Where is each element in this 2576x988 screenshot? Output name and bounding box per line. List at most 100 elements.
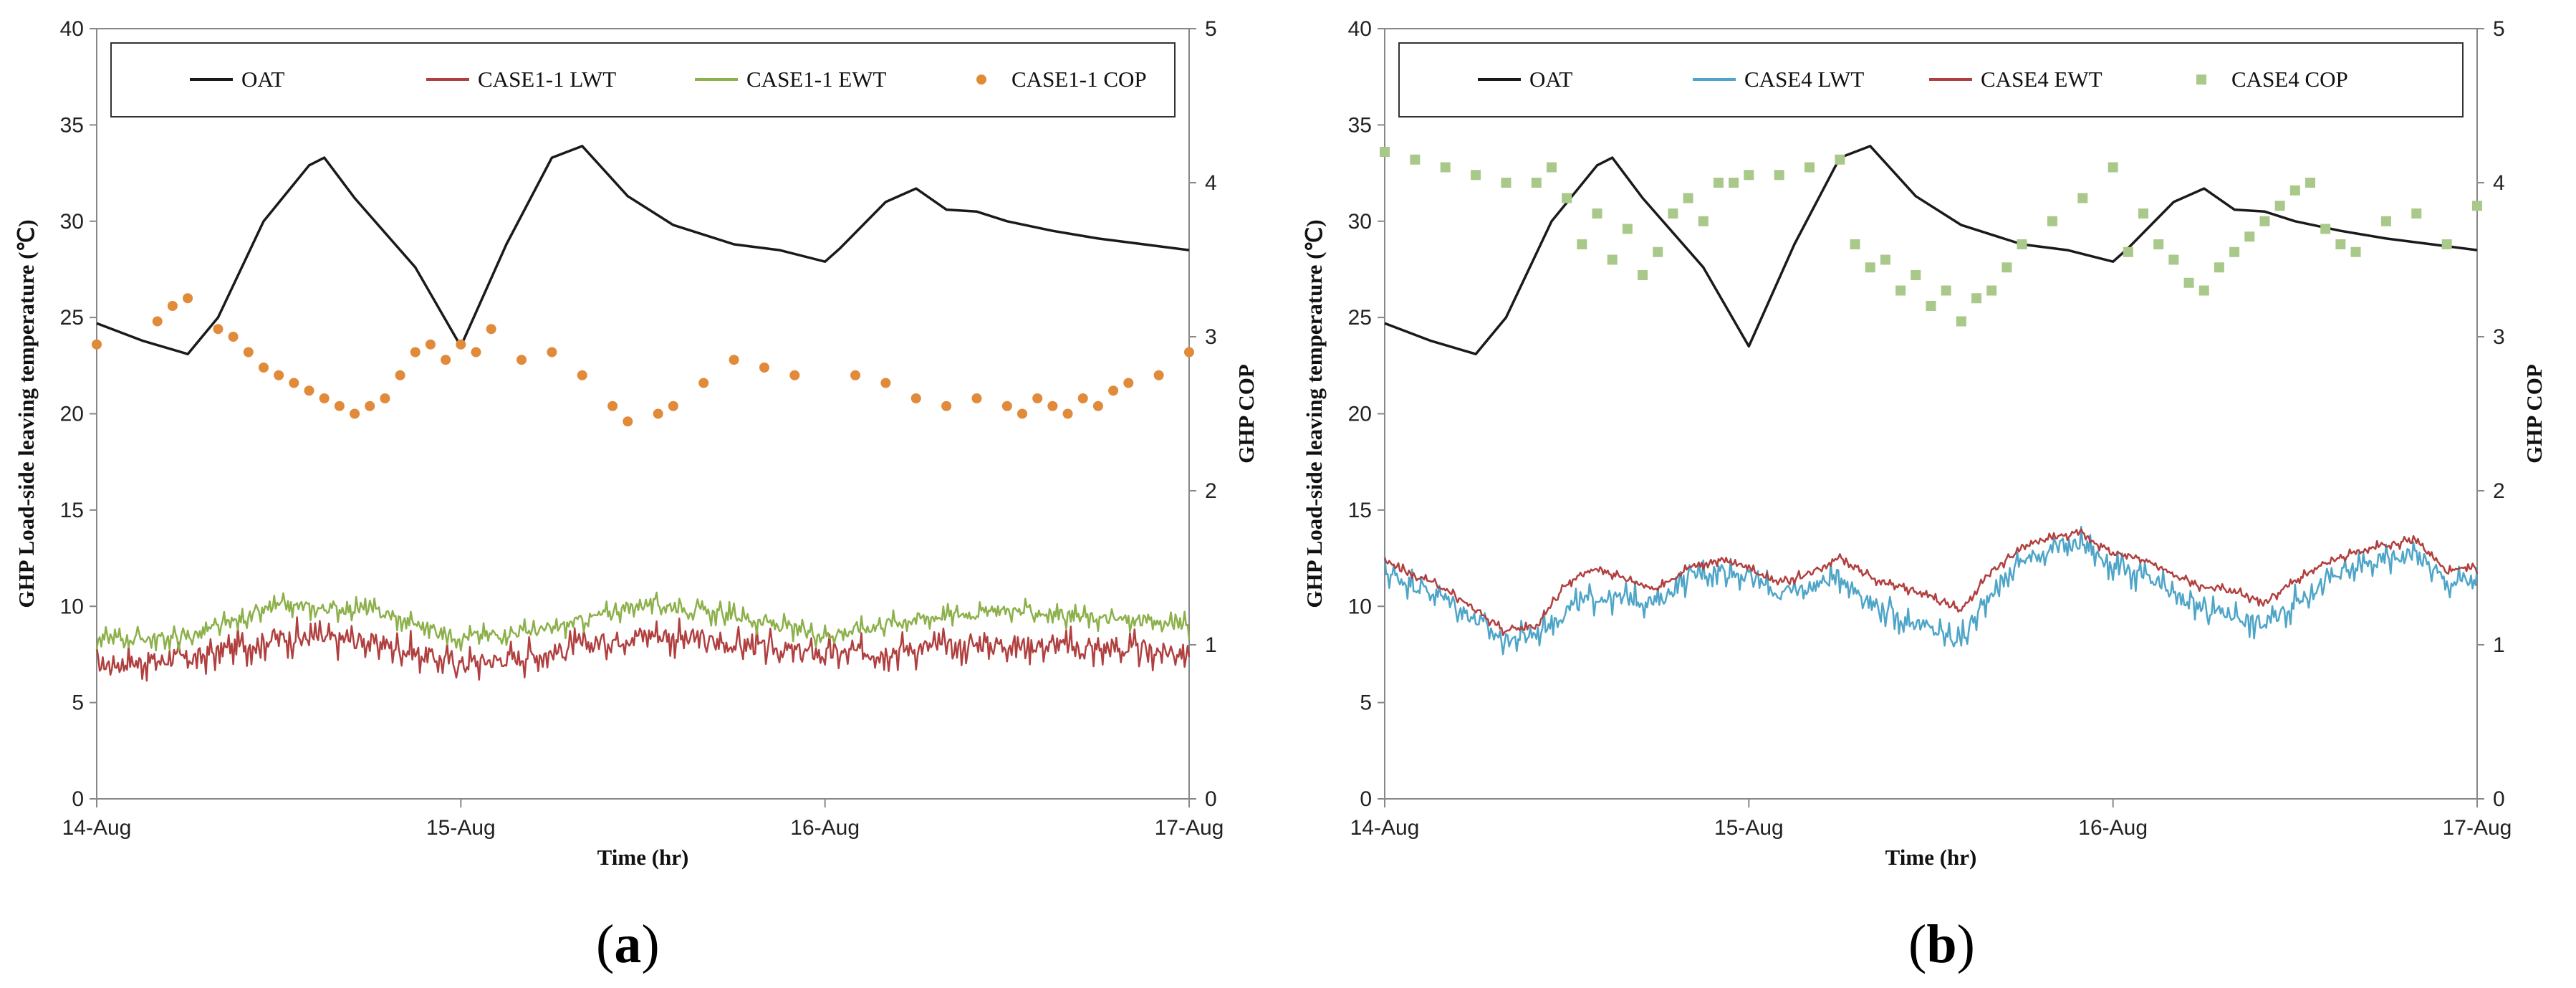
y-tick-label: 10 [1348, 595, 1372, 618]
series-case4-lwt-line [1383, 525, 2479, 656]
cop-point [1698, 216, 1708, 226]
cop-point [1668, 208, 1678, 219]
cop-point [1380, 147, 1390, 157]
cop-point [258, 363, 269, 373]
cop-point [577, 370, 587, 380]
cop-point [941, 401, 952, 411]
y-tick-label: 25 [1348, 306, 1372, 330]
cop-point [1850, 239, 1860, 249]
cop-point [1032, 393, 1043, 403]
cop-point [2214, 262, 2224, 273]
cop-point [2335, 239, 2346, 249]
x-axis-label: Time (hr) [597, 845, 689, 870]
series-oat-line [96, 145, 1190, 355]
x-tick-label: 16-Aug [2078, 816, 2148, 840]
cop-point [334, 401, 345, 411]
cop-point [1865, 262, 1875, 273]
panel-label-a: (a) [596, 914, 660, 974]
chart-panel-b: 0 5 10 15 20 25 30 35 40 0 1 2 3 4 5 14-Aug 15-Aug 16-Aug… [1288, 0, 2576, 988]
cop-point [607, 401, 618, 411]
cop-point [425, 339, 436, 350]
cop-point [1471, 170, 1481, 181]
legend-box [110, 42, 1176, 117]
cop-point [2077, 193, 2088, 203]
cop-point [365, 401, 375, 411]
cop-point [1577, 239, 1587, 249]
y2-tick-label: 0 [1205, 787, 1217, 811]
cop-point [2138, 208, 2149, 219]
cop-point [213, 324, 224, 335]
plot-frame [1384, 28, 2478, 800]
cop-point [486, 324, 496, 335]
cop-point [304, 385, 314, 396]
y2-tick-label: 1 [2493, 633, 2505, 657]
cop-point [1062, 408, 1073, 419]
cop-point [2411, 208, 2422, 219]
cop-point [1713, 178, 1724, 188]
series-case4-cop [1380, 147, 2482, 327]
legend-entry: CASE1-1 LWT [478, 67, 616, 92]
y2-axis-label: GHP COP [2522, 364, 2547, 464]
legend-entry: OAT [1529, 67, 1572, 92]
cop-point [1971, 293, 1982, 304]
y-tick-label: 35 [1348, 113, 1372, 137]
cop-point [1440, 162, 1451, 173]
y-tick-label: 25 [60, 306, 84, 330]
cop-point [1729, 178, 1739, 188]
cop-point [1607, 254, 1618, 265]
cop-point [668, 401, 678, 411]
y-tick-label: 10 [60, 595, 84, 618]
cop-point [380, 393, 390, 403]
cop-point [395, 370, 405, 380]
cop-point [2108, 162, 2118, 173]
x-tick-label: 17-Aug [1155, 816, 1224, 840]
cop-point [2305, 178, 2316, 188]
cop-point [289, 378, 299, 388]
cop-point [1092, 401, 1103, 411]
cop-point [92, 339, 102, 350]
cop-point [350, 408, 360, 419]
cop-point [1986, 285, 1997, 296]
cop-point [1501, 178, 1512, 188]
series-oat-line [1384, 145, 2478, 355]
cop-point [1744, 170, 1754, 181]
cop-point [653, 408, 663, 419]
cop-point [1410, 154, 1421, 165]
cop-point [2320, 224, 2331, 234]
cop-point [1546, 162, 1557, 173]
cop-point [471, 347, 481, 358]
chart-a: 0 5 10 15 20 25 30 35 40 0 1 2 3 4 5 14-Aug 15-Aug 16-Aug… [14, 17, 1259, 870]
x-tick-label: 15-Aug [426, 816, 496, 840]
series-case1-1-ewt-line [95, 591, 1191, 652]
x-tick-label: 16-Aug [790, 816, 860, 840]
y-tick-label: 30 [60, 210, 84, 234]
y2-tick-label: 3 [2493, 325, 2505, 349]
y2-tick-label: 2 [1205, 479, 1217, 503]
y2-tick-label: 1 [1205, 633, 1217, 657]
y-tick-label: 35 [60, 113, 84, 137]
x-axis-label: Time (hr) [1885, 845, 1977, 870]
y-tick-label: 0 [1360, 787, 1372, 811]
cop-point [1123, 378, 1134, 388]
y-tick-label: 30 [1348, 210, 1372, 234]
legend-entry: CASE1-1 EWT [746, 67, 887, 92]
cop-point [850, 370, 861, 380]
cop-point [274, 370, 284, 380]
cop-point [2001, 262, 2012, 273]
cop-point [1622, 224, 1633, 234]
cop-point [1638, 270, 1648, 280]
cop-point [547, 347, 557, 358]
cop-point [1804, 162, 1815, 173]
y-axis-label: GHP Load-side leaving temperature (℃) [14, 219, 39, 608]
cop-point [228, 332, 239, 342]
legend: OAT CASE4 LWT CASE4 EWT CASE4 COP [1398, 42, 2464, 117]
y2-tick-label: 3 [1205, 325, 1217, 349]
cop-point [441, 355, 451, 365]
cop-point [2229, 246, 2240, 257]
cop-point [759, 363, 769, 373]
cop-point [1531, 178, 1542, 188]
cop-point [2047, 216, 2057, 226]
cop-point [1880, 254, 1890, 265]
cop-point [729, 355, 739, 365]
cop-point [183, 293, 193, 304]
